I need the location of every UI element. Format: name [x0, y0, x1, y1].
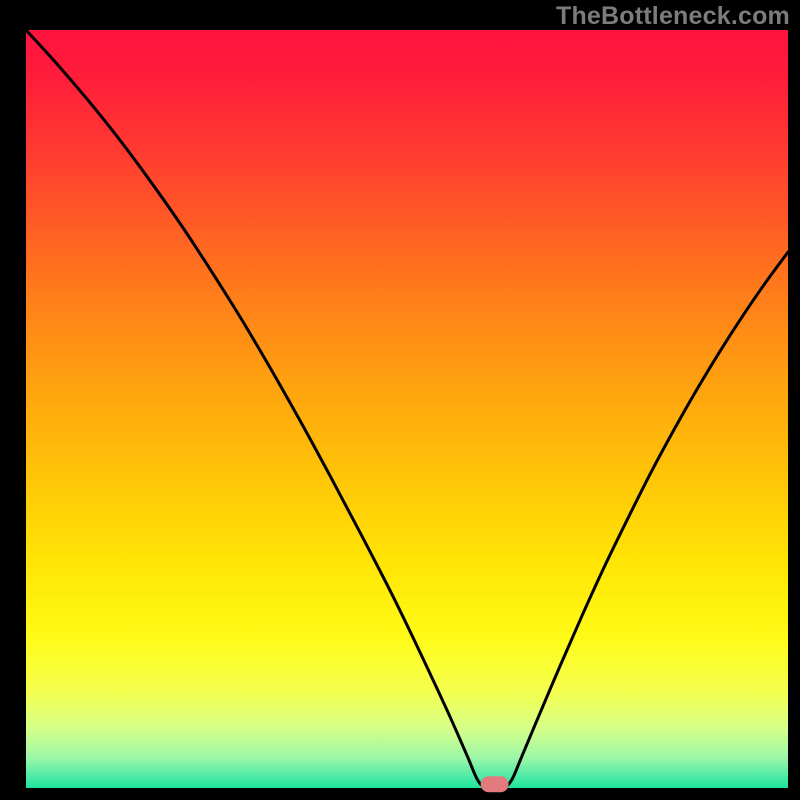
plot-background	[26, 30, 788, 788]
watermark-text: TheBottleneck.com	[556, 2, 790, 31]
optimum-marker	[481, 776, 509, 792]
chart-svg	[0, 0, 800, 800]
bottleneck-chart: TheBottleneck.com	[0, 0, 800, 800]
